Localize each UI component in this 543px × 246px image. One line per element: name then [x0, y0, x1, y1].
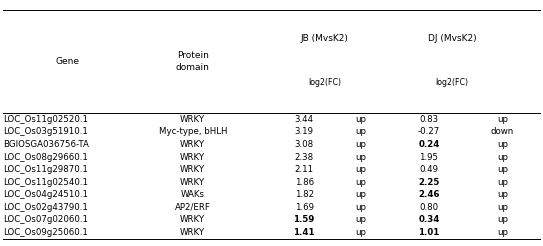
Text: up: up [356, 165, 367, 174]
Text: 1.95: 1.95 [420, 153, 438, 162]
Text: WRKY: WRKY [180, 153, 205, 162]
Text: up: up [356, 140, 367, 149]
Text: up: up [497, 140, 508, 149]
Text: 1.86: 1.86 [294, 178, 314, 187]
Text: 3.19: 3.19 [295, 127, 313, 137]
Text: Protein
domain: Protein domain [176, 51, 210, 72]
Text: 0.34: 0.34 [418, 215, 440, 224]
Text: up: up [356, 228, 367, 237]
Text: log2(FC): log2(FC) [308, 78, 341, 87]
Text: down: down [491, 127, 514, 137]
Text: 0.24: 0.24 [418, 140, 440, 149]
Text: up: up [497, 215, 508, 224]
Text: DJ (MvsK2): DJ (MvsK2) [428, 34, 476, 43]
Text: up: up [497, 228, 508, 237]
Text: up: up [497, 190, 508, 199]
Text: up: up [356, 190, 367, 199]
Text: Myc-type, bHLH: Myc-type, bHLH [159, 127, 227, 137]
Text: LOC_Os07g02060.1: LOC_Os07g02060.1 [3, 215, 88, 224]
Text: up: up [356, 215, 367, 224]
Text: 1.01: 1.01 [418, 228, 440, 237]
Text: 2.11: 2.11 [294, 165, 314, 174]
Text: 3.08: 3.08 [294, 140, 314, 149]
Text: LOC_Os11g02520.1: LOC_Os11g02520.1 [3, 115, 88, 124]
Text: LOC_Os08g29660.1: LOC_Os08g29660.1 [3, 153, 87, 162]
Text: BGIOSGA036756-TA: BGIOSGA036756-TA [3, 140, 89, 149]
Text: up: up [356, 178, 367, 187]
Text: WRKY: WRKY [180, 115, 205, 124]
Text: log2(FC): log2(FC) [435, 78, 469, 87]
Text: LOC_Os11g29870.1: LOC_Os11g29870.1 [3, 165, 87, 174]
Text: 1.69: 1.69 [295, 203, 313, 212]
Text: AP2/ERF: AP2/ERF [175, 203, 211, 212]
Text: 1.59: 1.59 [293, 215, 315, 224]
Text: up: up [356, 115, 367, 124]
Text: 1.82: 1.82 [294, 190, 314, 199]
Text: up: up [356, 203, 367, 212]
Text: 0.83: 0.83 [419, 115, 439, 124]
Text: up: up [497, 203, 508, 212]
Text: LOC_Os11g02540.1: LOC_Os11g02540.1 [3, 178, 88, 187]
Text: up: up [497, 115, 508, 124]
Text: JB (MvsK2): JB (MvsK2) [300, 34, 349, 43]
Text: 3.44: 3.44 [294, 115, 314, 124]
Text: Gene: Gene [56, 57, 80, 66]
Text: LOC_Os03g51910.1: LOC_Os03g51910.1 [3, 127, 87, 137]
Text: WRKY: WRKY [180, 215, 205, 224]
Text: -0.27: -0.27 [418, 127, 440, 137]
Text: WRKY: WRKY [180, 178, 205, 187]
Text: WRKY: WRKY [180, 165, 205, 174]
Text: up: up [356, 127, 367, 137]
Text: 1.41: 1.41 [293, 228, 315, 237]
Text: LOC_Os04g24510.1: LOC_Os04g24510.1 [3, 190, 88, 199]
Text: 2.46: 2.46 [418, 190, 440, 199]
Text: up: up [497, 153, 508, 162]
Text: 0.80: 0.80 [419, 203, 439, 212]
Text: 2.38: 2.38 [294, 153, 314, 162]
Text: 0.49: 0.49 [420, 165, 438, 174]
Text: 2.25: 2.25 [418, 178, 440, 187]
Text: WAKs: WAKs [181, 190, 205, 199]
Text: up: up [356, 153, 367, 162]
Text: LOC_Os09g25060.1: LOC_Os09g25060.1 [3, 228, 87, 237]
Text: up: up [497, 178, 508, 187]
Text: WRKY: WRKY [180, 228, 205, 237]
Text: up: up [497, 165, 508, 174]
Text: LOC_Os02g43790.1: LOC_Os02g43790.1 [3, 203, 87, 212]
Text: WRKY: WRKY [180, 140, 205, 149]
